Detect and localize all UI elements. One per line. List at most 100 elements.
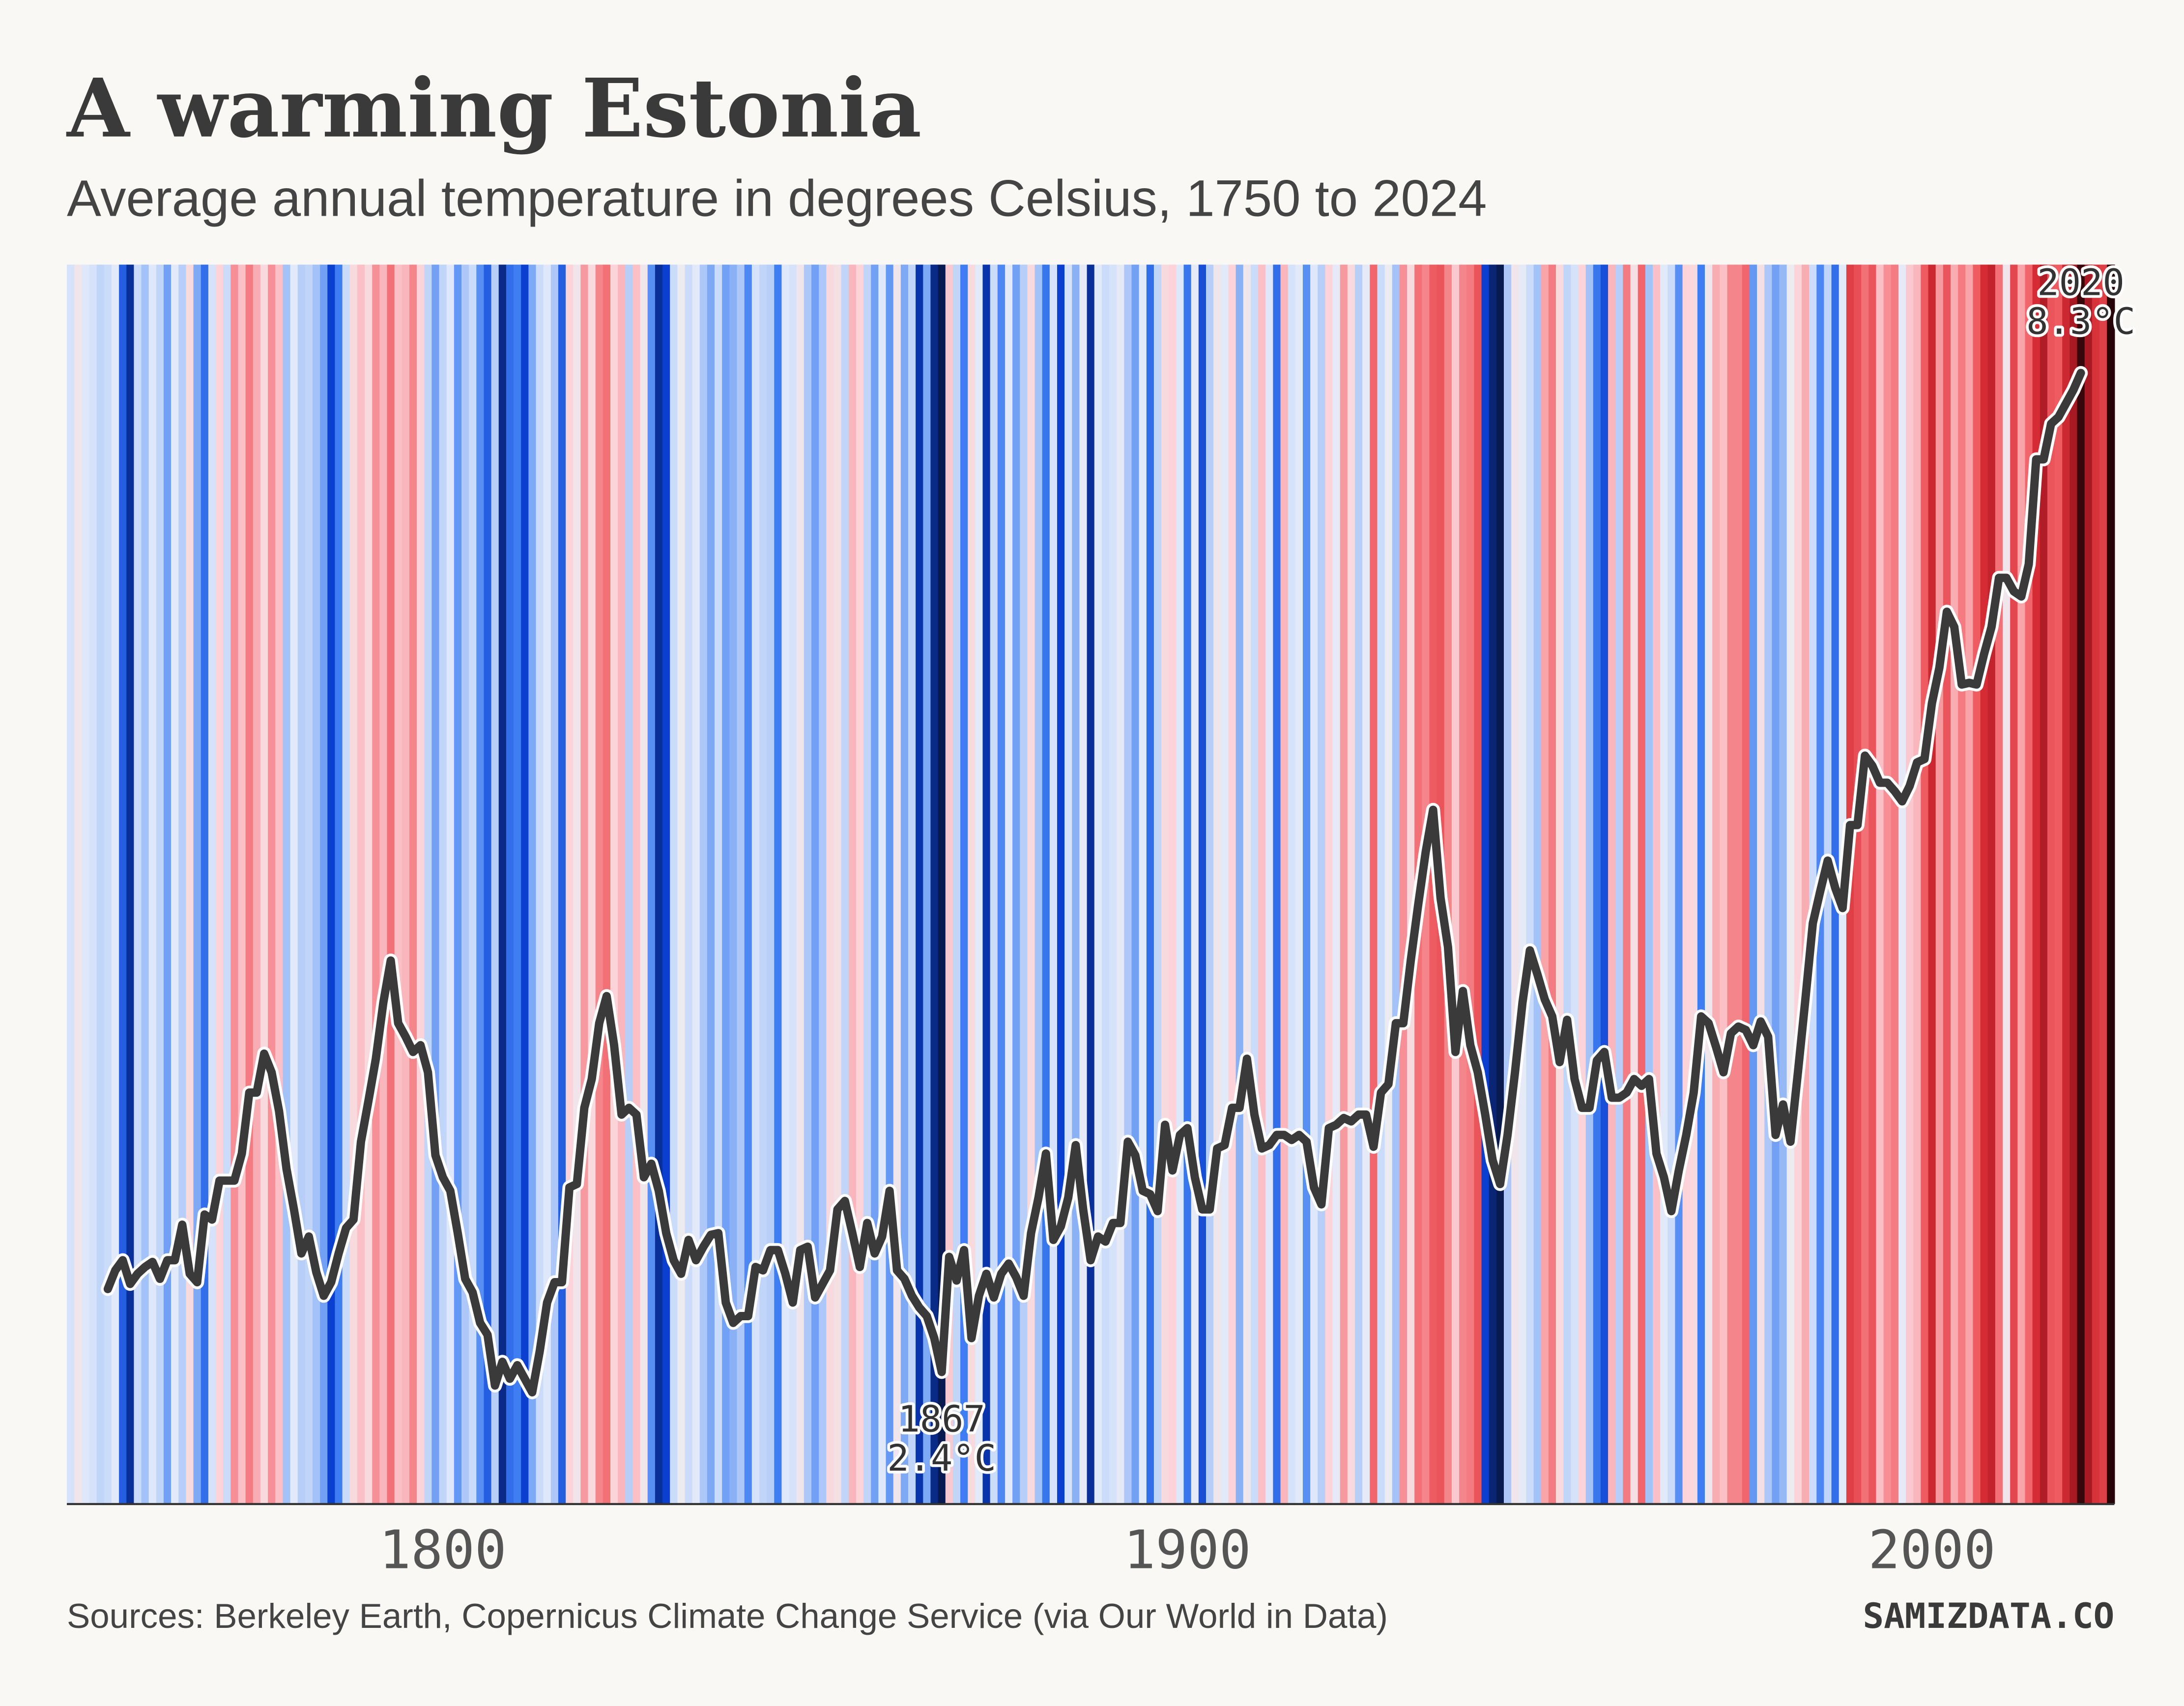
stripe [1615, 264, 1624, 1504]
stripe [1354, 264, 1363, 1504]
stripe [514, 264, 522, 1504]
stripe [715, 264, 723, 1504]
stripe [1057, 264, 1065, 1504]
stripe [1377, 264, 1385, 1504]
stripe [1176, 264, 1184, 1504]
stripe [1444, 264, 1453, 1504]
stripe [454, 264, 462, 1504]
stripe [1854, 264, 1862, 1504]
stripe [365, 264, 373, 1504]
stripe [588, 264, 596, 1504]
stripe [1035, 264, 1043, 1504]
stripe [1101, 264, 1110, 1504]
stripe [1332, 264, 1341, 1504]
stripe [1265, 264, 1274, 1504]
stripe [1042, 264, 1050, 1504]
stripe [1153, 264, 1162, 1504]
stripe [952, 264, 961, 1504]
stripe [670, 264, 678, 1504]
stripe [498, 264, 507, 1504]
stripe [1503, 264, 1512, 1504]
stripe [886, 264, 894, 1504]
stripe [819, 264, 827, 1504]
stripe [826, 264, 834, 1504]
stripe [580, 264, 589, 1504]
stripe [320, 264, 328, 1504]
stripe [789, 264, 797, 1504]
stripe [2084, 264, 2093, 1504]
stripe [871, 264, 879, 1504]
stripe [1384, 264, 1393, 1504]
chart-subtitle: Average annual temperature in degrees Ce… [67, 170, 1487, 227]
stripe [1511, 264, 1520, 1504]
stripe [990, 264, 998, 1504]
stripe [1608, 264, 1616, 1504]
stripe [2010, 264, 2018, 1504]
stripe [2017, 264, 2026, 1504]
stripe [566, 264, 574, 1504]
stripe [297, 264, 306, 1504]
stripe [2077, 264, 2085, 1504]
annotation-value: 2.4°C [887, 1438, 996, 1479]
stripe [446, 264, 455, 1504]
stripe [908, 264, 917, 1504]
stripe [216, 264, 224, 1504]
stripe [1481, 264, 1490, 1504]
stripe [82, 264, 90, 1504]
stripe [1779, 264, 1787, 1504]
stripe [1623, 264, 1631, 1504]
stripe [1302, 264, 1311, 1504]
stripe [2055, 264, 2063, 1504]
stripe [305, 264, 314, 1504]
stripe [1645, 264, 1654, 1504]
stripe [1928, 264, 1936, 1504]
stripe [1712, 264, 1721, 1504]
stripe [238, 264, 246, 1504]
stripe [833, 264, 842, 1504]
stripe [796, 264, 805, 1504]
stripe [1533, 264, 1542, 1504]
stripe [1325, 264, 1333, 1504]
stripe [193, 264, 201, 1504]
stripe [1794, 264, 1803, 1504]
stripe [1764, 264, 1773, 1504]
stripe [751, 264, 760, 1504]
stripe [1399, 264, 1408, 1504]
stripe [1995, 264, 2004, 1504]
stripe [2099, 264, 2108, 1504]
stripe [335, 264, 343, 1504]
stripe [1258, 264, 1266, 1504]
stripe [1139, 264, 1147, 1504]
stripe [1288, 264, 1296, 1504]
stripe [975, 264, 983, 1504]
stripe [491, 264, 499, 1504]
stripe [1228, 264, 1236, 1504]
stripe [2092, 264, 2100, 1504]
stripe [729, 264, 738, 1504]
stripe [1987, 264, 1996, 1504]
stripe [402, 264, 410, 1504]
stripe [1965, 264, 1974, 1504]
stripe [417, 264, 425, 1504]
stripe [1213, 264, 1222, 1504]
x-tick-label: 1800 [379, 1519, 506, 1581]
brand: SAMIZDATA.CO [1863, 1595, 2114, 1636]
stripe [2025, 264, 2033, 1504]
stripe [625, 264, 633, 1504]
stripe [744, 264, 752, 1504]
stripe [1585, 264, 1594, 1504]
stripe [1474, 264, 1482, 1504]
stripe [1861, 264, 1869, 1504]
stripe [841, 264, 849, 1504]
stripe [349, 264, 358, 1504]
stripe [1273, 264, 1281, 1504]
stripe [1340, 264, 1348, 1504]
stripe [1913, 264, 1922, 1504]
stripe [856, 264, 864, 1504]
stripe [357, 264, 366, 1504]
stripe [1563, 264, 1572, 1504]
stripe [1198, 264, 1207, 1504]
stripe [1407, 264, 1415, 1504]
stripe [707, 264, 716, 1504]
